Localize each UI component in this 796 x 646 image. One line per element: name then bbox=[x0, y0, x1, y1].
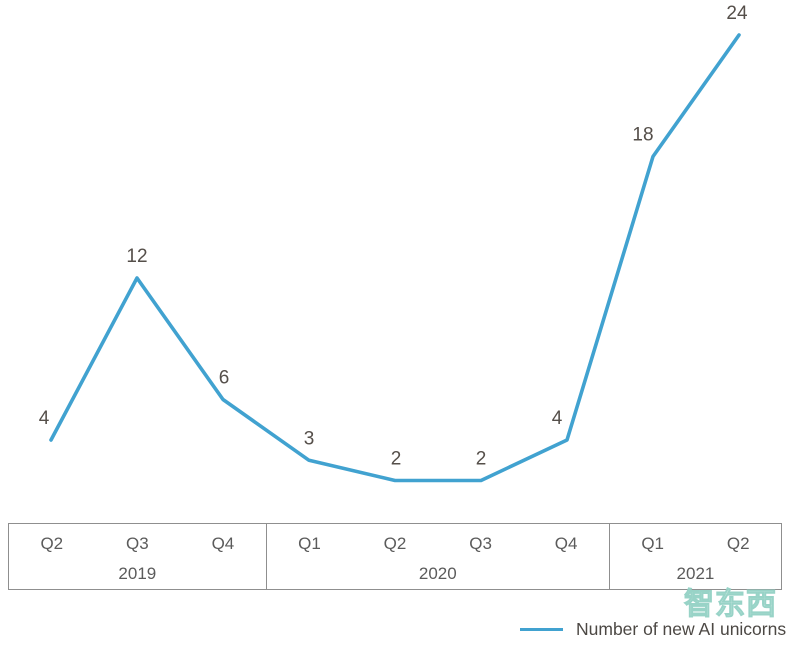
legend-label: Number of new AI unicorns bbox=[576, 618, 787, 639]
axis-quarter-label: Q4 bbox=[211, 534, 235, 553]
axis-quarter-label: Q3 bbox=[469, 534, 492, 553]
axis-quarter-label: Q4 bbox=[554, 534, 578, 553]
axis-year-section: Q1 Q2 2021 bbox=[608, 524, 781, 589]
series-line bbox=[49, 33, 741, 483]
data-label: 3 bbox=[304, 428, 315, 449]
data-label: 4 bbox=[552, 408, 563, 429]
axis-quarter-row: Q1 Q2 Q3 Q4 bbox=[267, 524, 609, 564]
data-label: 4 bbox=[39, 408, 50, 429]
data-label: 12 bbox=[126, 246, 147, 267]
axis-quarter-label: Q3 bbox=[126, 534, 149, 553]
axis-quarter-label: Q2 bbox=[726, 534, 750, 553]
axis-year-section: Q1 Q2 Q3 Q4 2020 bbox=[265, 524, 609, 589]
axis-year-label: 2020 bbox=[418, 564, 457, 583]
axis-year-label: 2019 bbox=[118, 564, 157, 583]
x-axis-table: Q2 Q3 Q4 2019 Q1 Q2 Q3 Q4 2020 Q1 Q2 2021 bbox=[8, 523, 782, 590]
legend-line-swatch bbox=[520, 627, 563, 631]
legend: Number of new AI unicorns bbox=[520, 617, 786, 641]
axis-quarter-label: Q1 bbox=[298, 534, 321, 553]
axis-year-label: 2021 bbox=[676, 564, 715, 583]
watermark-zhidongxi-logo: 智东西 bbox=[684, 588, 777, 622]
data-label: 6 bbox=[219, 368, 230, 389]
axis-quarter-row: Q2 Q3 Q4 bbox=[9, 524, 266, 564]
axis-quarter-label: Q2 bbox=[383, 534, 407, 553]
axis-quarter-label: Q1 bbox=[641, 534, 665, 553]
data-label: 18 bbox=[632, 125, 653, 146]
data-label: 24 bbox=[726, 3, 748, 24]
axis-quarter-label: Q2 bbox=[40, 534, 64, 553]
axis-year-section: Q2 Q3 Q4 2019 bbox=[9, 524, 266, 589]
data-label: 2 bbox=[476, 449, 487, 470]
data-label: 2 bbox=[391, 449, 402, 470]
axis-quarter-row: Q1 Q2 bbox=[610, 524, 781, 564]
